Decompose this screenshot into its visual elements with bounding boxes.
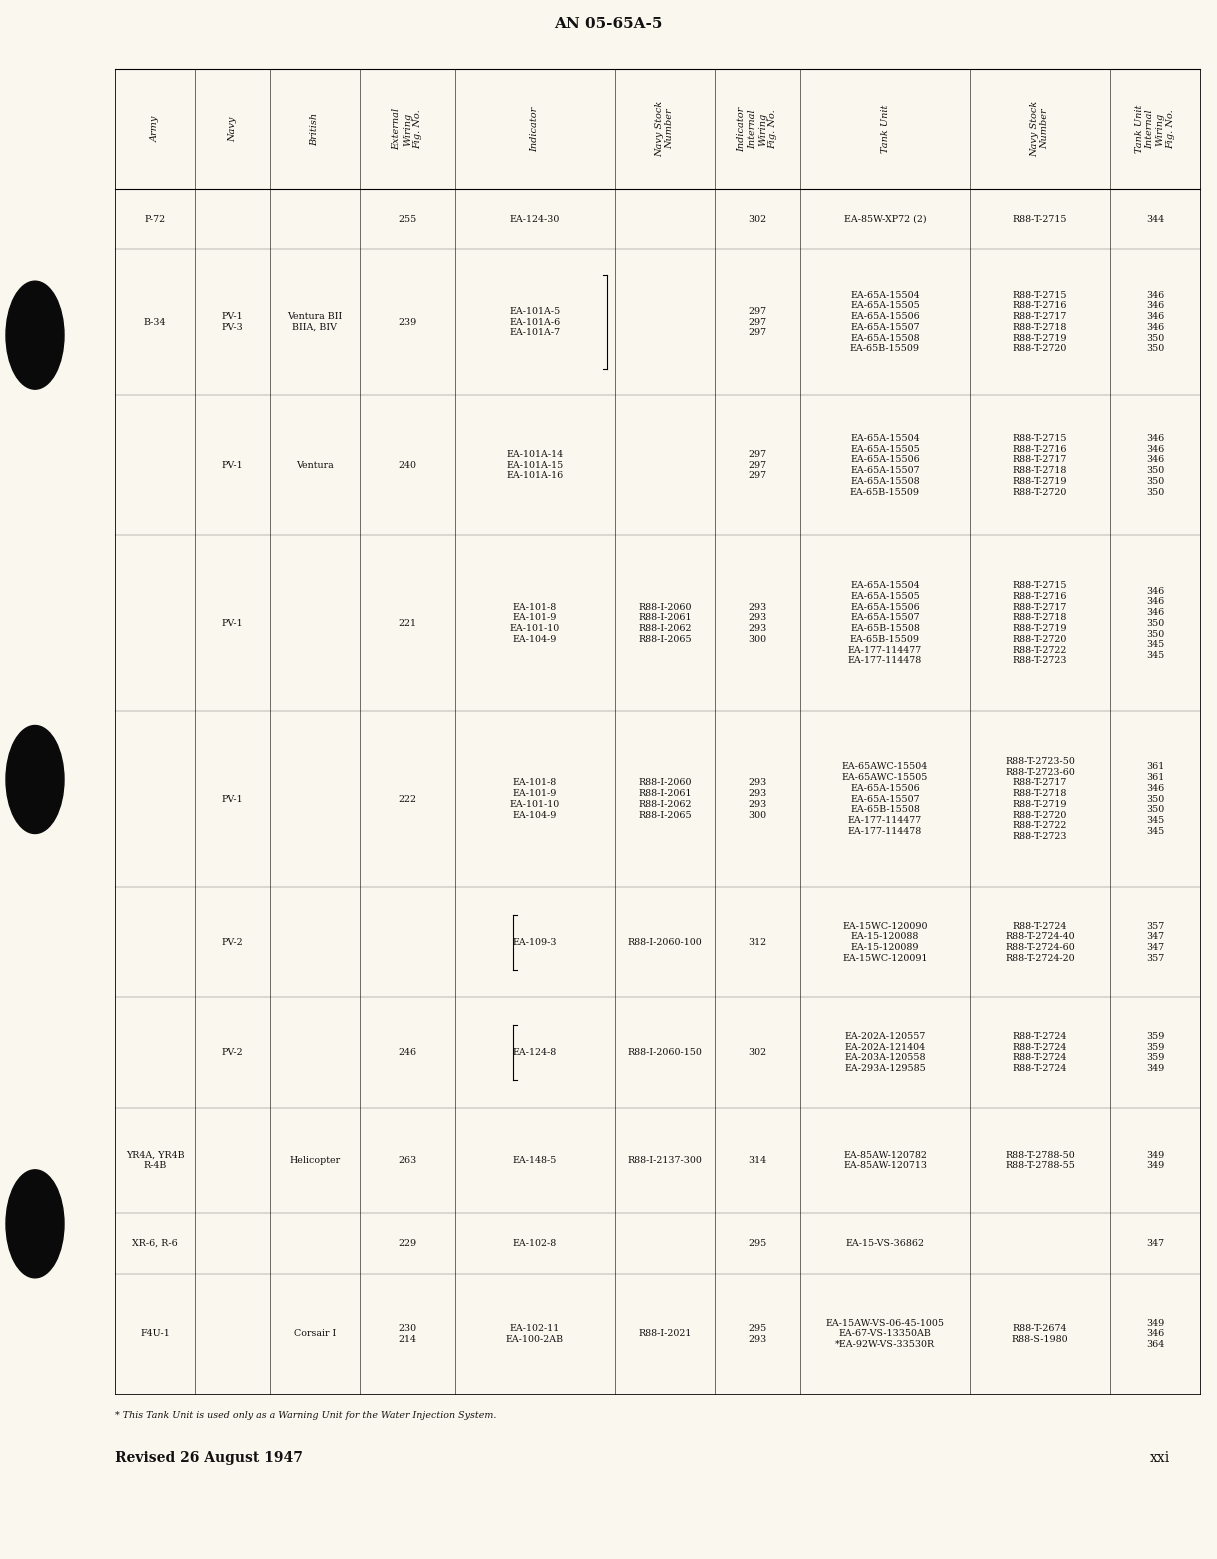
Text: Indicator: Indicator — [531, 106, 539, 151]
Text: R88-I-2060
R88-I-2061
R88-I-2062
R88-I-2065: R88-I-2060 R88-I-2061 R88-I-2062 R88-I-2… — [638, 603, 691, 644]
Text: 314: 314 — [748, 1157, 767, 1165]
Text: 263: 263 — [398, 1157, 416, 1165]
Text: P-72: P-72 — [145, 215, 166, 223]
Text: 222: 222 — [398, 795, 416, 803]
Text: PV-2: PV-2 — [221, 937, 243, 946]
Text: R88-T-2715
R88-T-2716
R88-T-2717
R88-T-2718
R88-T-2719
R88-T-2720: R88-T-2715 R88-T-2716 R88-T-2717 R88-T-2… — [1013, 433, 1067, 496]
Text: 349
349: 349 349 — [1146, 1151, 1165, 1171]
Text: EA-202A-120557
EA-202A-121404
EA-203A-120558
EA-293A-129585: EA-202A-120557 EA-202A-121404 EA-203A-12… — [845, 1032, 926, 1073]
Text: 230
214: 230 214 — [398, 1324, 416, 1344]
Text: Navy Stock
Number: Navy Stock Number — [1031, 101, 1050, 157]
Text: 295
293: 295 293 — [748, 1324, 767, 1344]
Ellipse shape — [6, 725, 65, 834]
Text: Navy Stock
Number: Navy Stock Number — [655, 101, 674, 157]
Text: 346
346
346
350
350
350: 346 346 346 350 350 350 — [1146, 433, 1165, 496]
Text: 302: 302 — [748, 1048, 767, 1057]
Text: B-34: B-34 — [144, 318, 167, 326]
Text: PV-1: PV-1 — [221, 795, 243, 803]
Text: Corsair I: Corsair I — [293, 1330, 336, 1338]
Text: 344: 344 — [1146, 215, 1165, 223]
Text: EA-101-8
EA-101-9
EA-101-10
EA-104-9: EA-101-8 EA-101-9 EA-101-10 EA-104-9 — [510, 778, 560, 820]
Text: EA-15WC-120090
EA-15-120088
EA-15-120089
EA-15WC-120091: EA-15WC-120090 EA-15-120088 EA-15-120089… — [842, 921, 927, 963]
Text: R88-I-2021: R88-I-2021 — [638, 1330, 691, 1338]
Text: Army: Army — [151, 115, 159, 142]
Text: 302: 302 — [748, 215, 767, 223]
Text: EA-124-30: EA-124-30 — [510, 215, 560, 223]
Text: 297
297
297: 297 297 297 — [748, 307, 767, 337]
Text: * This Tank Unit is used only as a Warning Unit for the Water Injection System.: * This Tank Unit is used only as a Warni… — [114, 1411, 497, 1420]
Text: 239: 239 — [398, 318, 416, 326]
Text: R88-I-2137-300: R88-I-2137-300 — [628, 1157, 702, 1165]
Text: 293
293
293
300: 293 293 293 300 — [748, 778, 767, 820]
Text: R88-T-2788-50
R88-T-2788-55: R88-T-2788-50 R88-T-2788-55 — [1005, 1151, 1075, 1171]
Text: 346
346
346
346
350
350: 346 346 346 346 350 350 — [1146, 290, 1165, 354]
Text: EA-65A-15504
EA-65A-15505
EA-65A-15506
EA-65A-15507
EA-65A-15508
EA-65B-15509: EA-65A-15504 EA-65A-15505 EA-65A-15506 E… — [849, 290, 920, 354]
Text: EA-65A-15504
EA-65A-15505
EA-65A-15506
EA-65A-15507
EA-65A-15508
EA-65B-15509: EA-65A-15504 EA-65A-15505 EA-65A-15506 E… — [849, 433, 920, 496]
Text: R88-I-2060
R88-I-2061
R88-I-2062
R88-I-2065: R88-I-2060 R88-I-2061 R88-I-2062 R88-I-2… — [638, 778, 691, 820]
Text: 347: 347 — [1146, 1239, 1165, 1247]
Text: EA-65A-15504
EA-65A-15505
EA-65A-15506
EA-65A-15507
EA-65B-15508
EA-65B-15509
EA: EA-65A-15504 EA-65A-15505 EA-65A-15506 E… — [848, 582, 922, 666]
Text: 349
346
364: 349 346 364 — [1146, 1319, 1165, 1349]
Text: 229: 229 — [398, 1239, 416, 1247]
Text: British: British — [310, 112, 320, 145]
Text: PV-2: PV-2 — [221, 1048, 243, 1057]
Text: EA-101A-5
EA-101A-6
EA-101A-7: EA-101A-5 EA-101A-6 EA-101A-7 — [510, 307, 561, 337]
Text: EA-101A-14
EA-101A-15
EA-101A-16: EA-101A-14 EA-101A-15 EA-101A-16 — [506, 451, 563, 480]
Text: EA-124-8: EA-124-8 — [512, 1048, 557, 1057]
Text: Revised 26 August 1947: Revised 26 August 1947 — [114, 1451, 303, 1465]
Text: 246: 246 — [398, 1048, 416, 1057]
Text: EA-109-3: EA-109-3 — [512, 937, 557, 946]
Text: R88-T-2715
R88-T-2716
R88-T-2717
R88-T-2718
R88-T-2719
R88-T-2720: R88-T-2715 R88-T-2716 R88-T-2717 R88-T-2… — [1013, 290, 1067, 354]
Ellipse shape — [6, 281, 65, 390]
Text: 293
293
293
300: 293 293 293 300 — [748, 603, 767, 644]
Text: Tank Unit: Tank Unit — [881, 104, 890, 153]
Text: PV-1: PV-1 — [221, 619, 243, 628]
Text: EA-65AWC-15504
EA-65AWC-15505
EA-65A-15506
EA-65A-15507
EA-65B-15508
EA-177-1144: EA-65AWC-15504 EA-65AWC-15505 EA-65A-155… — [842, 762, 929, 836]
Text: 221: 221 — [398, 619, 416, 628]
Text: R88-I-2060-100: R88-I-2060-100 — [628, 937, 702, 946]
Text: 312: 312 — [748, 937, 767, 946]
Text: YR4A, YR4B
R-4B: YR4A, YR4B R-4B — [125, 1151, 184, 1171]
Text: R88-T-2715: R88-T-2715 — [1013, 215, 1067, 223]
Text: 359
359
359
349: 359 359 359 349 — [1146, 1032, 1165, 1073]
Text: R88-I-2060-150: R88-I-2060-150 — [628, 1048, 702, 1057]
Text: 240: 240 — [398, 460, 416, 469]
Text: 255: 255 — [398, 215, 416, 223]
Text: Indicator
Internal
Wiring
Fig. No.: Indicator Internal Wiring Fig. No. — [738, 106, 778, 151]
Text: R88-T-2715
R88-T-2716
R88-T-2717
R88-T-2718
R88-T-2719
R88-T-2720
R88-T-2722
R88: R88-T-2715 R88-T-2716 R88-T-2717 R88-T-2… — [1013, 582, 1067, 666]
Text: EA-102-11
EA-100-2AB: EA-102-11 EA-100-2AB — [506, 1324, 563, 1344]
Text: Navy: Navy — [228, 117, 237, 142]
Text: R88-T-2724
R88-T-2724
R88-T-2724
R88-T-2724: R88-T-2724 R88-T-2724 R88-T-2724 R88-T-2… — [1013, 1032, 1067, 1073]
Text: EA-85W-XP72 (2): EA-85W-XP72 (2) — [843, 215, 926, 223]
Text: R88-T-2674
R88-S-1980: R88-T-2674 R88-S-1980 — [1011, 1324, 1069, 1344]
Text: EA-102-8: EA-102-8 — [512, 1239, 557, 1247]
Text: EA-15AW-VS-06-45-1005
EA-67-VS-13350AB
*EA-92W-VS-33530R: EA-15AW-VS-06-45-1005 EA-67-VS-13350AB *… — [825, 1319, 944, 1349]
Text: Ventura: Ventura — [296, 460, 333, 469]
Text: Helicopter: Helicopter — [290, 1157, 341, 1165]
Text: 346
346
346
350
350
345
345: 346 346 346 350 350 345 345 — [1146, 586, 1165, 659]
Text: 295: 295 — [748, 1239, 767, 1247]
Text: Tank Unit
Internal
Wiring
Fig. No.: Tank Unit Internal Wiring Fig. No. — [1135, 104, 1176, 153]
Text: 297
297
297: 297 297 297 — [748, 451, 767, 480]
Text: xxi: xxi — [1150, 1451, 1170, 1465]
Text: Ventura BII
BIIA, BIV: Ventura BII BIIA, BIV — [287, 312, 343, 332]
Text: F4U-1: F4U-1 — [140, 1330, 170, 1338]
Text: EA-15-VS-36862: EA-15-VS-36862 — [846, 1239, 925, 1247]
Text: EA-85AW-120782
EA-85AW-120713: EA-85AW-120782 EA-85AW-120713 — [843, 1151, 927, 1171]
Text: XR-6, R-6: XR-6, R-6 — [133, 1239, 178, 1247]
Text: R88-T-2724
R88-T-2724-40
R88-T-2724-60
R88-T-2724-20: R88-T-2724 R88-T-2724-40 R88-T-2724-60 R… — [1005, 921, 1075, 963]
Text: R88-T-2723-50
R88-T-2723-60
R88-T-2717
R88-T-2718
R88-T-2719
R88-T-2720
R88-T-27: R88-T-2723-50 R88-T-2723-60 R88-T-2717 R… — [1005, 758, 1075, 842]
Text: External
Wiring
Fig. No.: External Wiring Fig. No. — [393, 108, 422, 150]
Ellipse shape — [6, 1169, 65, 1278]
Text: 361
361
346
350
350
345
345: 361 361 346 350 350 345 345 — [1146, 762, 1165, 836]
Text: AN 05-65A-5: AN 05-65A-5 — [554, 17, 662, 31]
Text: 357
347
347
357: 357 347 347 357 — [1146, 921, 1165, 963]
Text: EA-101-8
EA-101-9
EA-101-10
EA-104-9: EA-101-8 EA-101-9 EA-101-10 EA-104-9 — [510, 603, 560, 644]
Text: EA-148-5: EA-148-5 — [512, 1157, 557, 1165]
Text: PV-1
PV-3: PV-1 PV-3 — [221, 312, 243, 332]
Text: PV-1: PV-1 — [221, 460, 243, 469]
